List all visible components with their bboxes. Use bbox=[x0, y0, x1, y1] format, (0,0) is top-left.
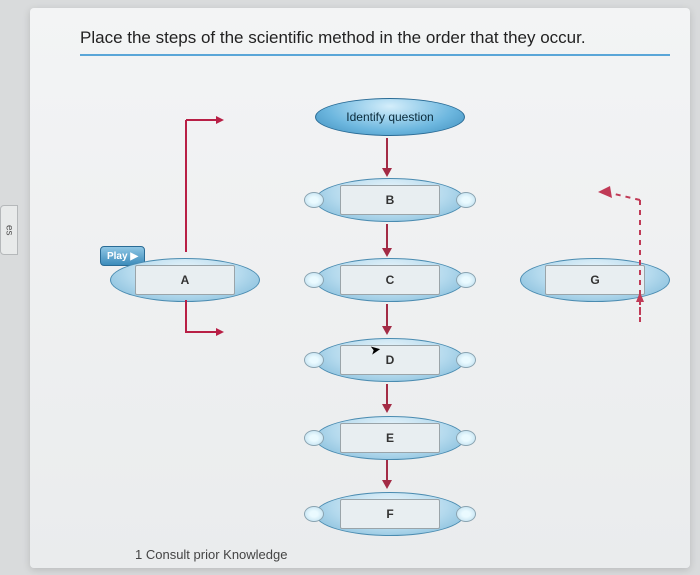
arrow-down-icon bbox=[382, 326, 392, 335]
slot-d[interactable]: D bbox=[340, 345, 440, 375]
left-sidebar-tab[interactable]: es bbox=[0, 205, 18, 255]
slot-label: B bbox=[386, 193, 395, 207]
node-g[interactable]: G bbox=[520, 258, 670, 302]
arrow-stem bbox=[386, 460, 388, 482]
footer-text: 1 Consult prior Knowledge bbox=[135, 547, 287, 562]
slot-label: C bbox=[386, 273, 395, 287]
slot-g[interactable]: G bbox=[545, 265, 645, 295]
node-b[interactable]: B bbox=[315, 178, 465, 222]
slot-label: D bbox=[386, 353, 395, 367]
slot-a[interactable]: A bbox=[135, 265, 235, 295]
slot-b[interactable]: B bbox=[340, 185, 440, 215]
slot-label: F bbox=[386, 507, 393, 521]
instruction-text: Place the steps of the scientific method… bbox=[80, 28, 670, 56]
slot-c[interactable]: C bbox=[340, 265, 440, 295]
slot-e[interactable]: E bbox=[340, 423, 440, 453]
arrow-stem bbox=[386, 304, 388, 328]
slot-f[interactable]: F bbox=[340, 499, 440, 529]
node-d[interactable]: D bbox=[315, 338, 465, 382]
arrow-down-icon bbox=[382, 480, 392, 489]
arrow-down-icon bbox=[382, 168, 392, 177]
node-f[interactable]: F bbox=[315, 492, 465, 536]
arrow-down-icon bbox=[382, 248, 392, 257]
node-label: Identify question bbox=[346, 110, 433, 124]
exercise-page: Place the steps of the scientific method… bbox=[30, 8, 690, 568]
arrow-down-icon bbox=[382, 404, 392, 413]
slot-label: A bbox=[181, 273, 190, 287]
slot-label: E bbox=[386, 431, 394, 445]
node-a[interactable]: A bbox=[110, 258, 260, 302]
node-identify-question: Identify question bbox=[315, 98, 465, 136]
arrow-stem bbox=[386, 384, 388, 406]
node-e[interactable]: E bbox=[315, 416, 465, 460]
node-c[interactable]: C bbox=[315, 258, 465, 302]
arrow-stem bbox=[386, 138, 388, 170]
slot-label: G bbox=[590, 273, 599, 287]
arrow-stem bbox=[386, 224, 388, 250]
